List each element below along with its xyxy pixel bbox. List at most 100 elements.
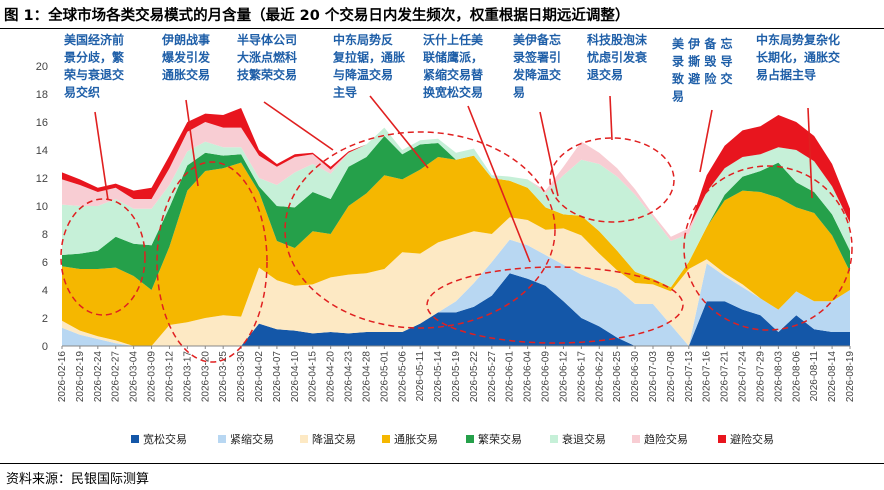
annotation-line: 美国经济前 [64,32,124,47]
legend-swatch [218,435,226,443]
area-series-6 [62,127,850,288]
callout-arrow-2 [185,99,199,187]
highlight-ellipses [60,131,853,363]
x-tick-label: 2026-06-30 [630,351,641,403]
x-tick-label: 2026-06-22 [594,351,605,403]
x-tick-label: 2026-06-01 [505,351,516,403]
highlight-ellipse-2 [156,161,268,363]
legend-label: 紧缩交易 [230,432,274,446]
legend-label: 降温交易 [312,432,356,446]
y-tick-label: 14 [36,145,48,157]
annotation-line: 发降温交 [512,67,561,82]
x-tick-label: 2026-03-20 [200,351,211,403]
x-tick-label: 2026-05-19 [451,351,462,403]
x-tick-label: 2026-04-28 [361,351,372,403]
annotation-7: 科技股泡沫忧虑引发衰退交易 [587,32,648,82]
source-divider [0,463,884,464]
annotation-line: 美伊备忘 [513,32,561,47]
annotation-line: 科技股泡沫 [587,32,648,47]
annotation-line: 联储鹰派， [423,50,483,65]
annotation-line: 通胀交易 [162,67,210,82]
legend-swatch [718,435,726,443]
y-tick-label: 0 [42,341,48,353]
source-note: 资料来源：民银国际测算 [6,472,150,487]
area-series-8 [62,108,850,237]
y-tick-label: 2 [42,313,48,325]
annotation-line: 录 撕 毁 导 [672,54,733,69]
legend-swatch [466,435,474,443]
area-series-1 [62,273,850,346]
y-tick-label: 20 [36,61,48,73]
x-tick-label: 2026-06-12 [558,351,569,403]
callout-arrow-3 [263,101,334,151]
x-tick-label: 2026-03-04 [129,351,140,403]
callout-arrow-9 [807,107,813,199]
x-tick-label: 2026-04-20 [326,351,337,403]
annotation-line: 沃什上任美 [423,32,484,47]
x-tick-label: 2026-08-06 [791,351,802,403]
annotation-line: 半导体公司 [237,32,297,47]
annotation-1: 美国经济前景分歧，繁荣与衰退交易交织 [63,32,125,100]
legend-swatch [131,435,139,443]
x-tick-label: 2026-02-27 [111,351,122,403]
area-series-5 [62,136,850,290]
annotation-layer: 美国经济前景分歧，繁荣与衰退交易交织伊朗战事爆发引发通胀交易半导体公司大涨点燃科… [63,32,840,104]
annotation-line: 中东局势复杂化 [756,32,840,47]
y-tick-label: 4 [42,285,48,297]
legend-swatch [550,435,558,443]
annotation-line: 易交织 [64,85,100,100]
annotation-line: 技繁荣交易 [237,67,297,82]
legend: 宽松交易 紧缩交易 降温交易 通胀交易 繁荣交易 衰退交易 趋险交易 避险交易 [131,432,774,446]
x-tick-label: 2026-04-10 [290,351,301,403]
legend-label: 繁荣交易 [478,432,522,446]
figure-title: 图 1：全球市场各类交易模式的月含量（最近 20 个交易日内发生频次，权重根据日… [4,8,630,24]
x-tick-label: 2026-05-14 [433,351,444,403]
annotation-line: 中东局势反 [333,32,393,47]
x-tick-label: 2026-07-03 [648,351,659,403]
x-tick-label: 2026-03-30 [236,351,247,403]
x-tick-label: 2026-05-27 [487,351,498,403]
annotation-line: 退交易 [587,67,623,82]
annotation-6: 美伊备忘录签署引发降温交易 [512,32,561,100]
highlight-ellipse-5 [549,137,675,223]
callout-arrow-1 [94,111,109,201]
x-tick-label: 2026-04-02 [254,351,265,403]
y-tick-label: 18 [36,89,48,101]
highlight-ellipse-3 [284,131,556,329]
x-tick-label: 2026-04-23 [344,351,355,403]
x-tick-label: 2026-03-12 [164,351,175,403]
y-tick-label: 8 [42,229,48,241]
annotation-line: 紧缩交易替 [423,67,484,82]
legend-label: 通胀交易 [394,432,438,446]
x-tick-label: 2026-08-11 [809,351,820,402]
annotation-8: 美 伊 备 忘录 撕 毁 导致 避 险 交易 [672,36,733,104]
legend-swatch [382,435,390,443]
x-tick-label: 2026-07-13 [684,351,695,403]
x-tick-label: 2026-06-09 [541,351,552,403]
annotation-line: 景分歧，繁 [64,50,125,65]
x-tick-label: 2026-02-24 [93,351,104,403]
highlight-ellipse-6 [683,165,853,331]
legend-swatch [300,435,308,443]
x-tick-label: 2026-08-03 [773,351,784,403]
highlight-ellipse-4 [426,266,684,344]
x-tick-label: 2026-08-14 [827,351,838,403]
annotation-9: 中东局势复杂化长期化，通胀交易占据主导 [756,32,840,82]
legend-label: 衰退交易 [562,432,606,446]
axis-layer: 0 2 4 6 8 10 12 14 16 18 20 2026-02-16 2026-02-19 202… [36,61,856,402]
x-tick-label: 2026-04-15 [308,351,319,403]
x-tick-label: 2026-07-16 [702,351,713,403]
legend-label: 宽松交易 [143,432,187,446]
y-tick-label: 16 [36,117,48,129]
x-tick-label: 2026-04-07 [272,351,283,403]
annotation-line: 易 [672,90,684,104]
x-tick-label: 2026-05-01 [379,351,390,403]
annotation-line: 伊朗战事 [161,32,210,47]
x-tick-label: 2026-07-29 [755,351,766,403]
annotation-line: 主导 [333,85,357,100]
x-tick-label: 2026-07-24 [738,351,749,403]
y-tick-label: 12 [36,173,48,185]
area-series-4 [62,155,850,346]
x-tick-label: 2026-06-25 [612,351,623,403]
